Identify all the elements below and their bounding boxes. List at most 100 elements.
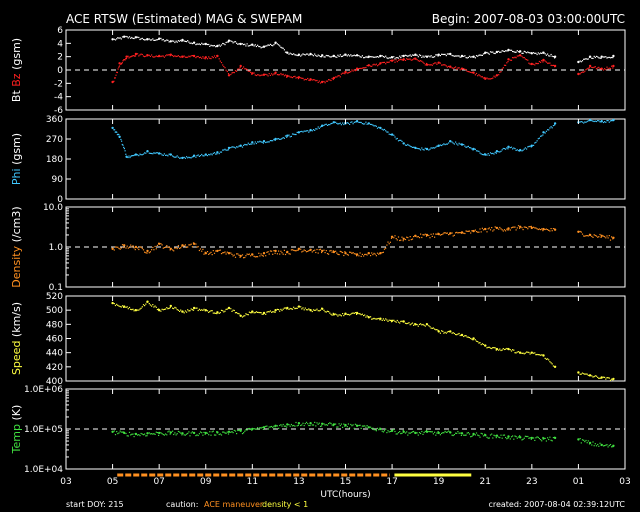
data-point — [274, 249, 277, 253]
data-dot — [544, 60, 546, 62]
data-dot — [347, 313, 349, 316]
data-dot — [592, 120, 594, 122]
data-dot — [386, 61, 388, 63]
data-point — [600, 67, 603, 70]
data-dot — [487, 437, 489, 439]
data-point — [192, 54, 196, 58]
data-dot — [551, 440, 553, 442]
data-dot — [371, 318, 373, 320]
data-dot — [435, 54, 437, 56]
data-dot — [311, 79, 313, 81]
data-point — [460, 231, 464, 234]
data-dot — [180, 309, 182, 311]
data-dot — [611, 378, 613, 380]
data-dot — [383, 430, 386, 432]
ylabel-phi: Phi (gsm) — [10, 133, 23, 185]
data-dot — [222, 42, 224, 45]
data-dot — [203, 155, 205, 157]
data-dot — [432, 147, 434, 149]
data-dot — [184, 434, 186, 436]
ytick-label: 0 — [57, 66, 63, 76]
ytick-label: 520 — [46, 292, 63, 302]
data-dot — [608, 235, 610, 237]
data-dot — [400, 239, 402, 241]
xtick-label: 15 — [340, 477, 351, 487]
data-dot — [203, 308, 205, 310]
data-dot — [385, 247, 387, 249]
data-dot — [474, 229, 476, 231]
data-dot — [363, 67, 365, 69]
data-dot — [288, 424, 290, 426]
data-dot — [488, 227, 490, 229]
data-point — [344, 70, 347, 74]
data-dot — [312, 55, 315, 57]
data-dot — [238, 254, 240, 256]
data-dot — [154, 433, 156, 435]
data-dot — [372, 318, 374, 320]
data-dot — [481, 433, 483, 435]
data-dot — [375, 318, 377, 320]
data-dot — [431, 431, 433, 433]
data-dot — [598, 120, 600, 122]
data-dot — [247, 428, 249, 430]
data-dot — [516, 149, 518, 151]
data-dot — [513, 226, 515, 228]
data-dot — [503, 229, 506, 231]
data-dot — [395, 238, 397, 240]
data-point — [216, 249, 219, 253]
data-dot — [424, 55, 426, 57]
data-dot — [294, 425, 296, 427]
data-point — [484, 434, 487, 437]
data-dot — [353, 427, 355, 429]
data-dot — [168, 307, 170, 309]
data-dot — [188, 310, 190, 312]
data-dot — [121, 62, 123, 65]
data-dot — [295, 133, 297, 136]
data-dot — [190, 432, 192, 434]
data-point — [588, 233, 592, 237]
data-dot — [114, 304, 117, 307]
data-dot — [409, 58, 411, 60]
data-dot — [501, 149, 503, 151]
data-dot — [259, 75, 261, 77]
data-dot — [336, 56, 338, 58]
data-dot — [352, 252, 354, 254]
data-dot — [444, 64, 446, 66]
data-dot — [547, 358, 549, 360]
data-dot — [201, 153, 203, 156]
data-dot — [121, 140, 123, 142]
data-dot — [395, 138, 397, 140]
data-dot — [366, 425, 368, 427]
data-point — [553, 436, 557, 440]
data-point — [530, 436, 533, 440]
data-dot — [350, 251, 352, 253]
data-dot — [153, 56, 155, 58]
data-point — [460, 54, 464, 58]
data-dot — [466, 230, 468, 232]
data-point — [414, 234, 417, 237]
data-dot — [343, 315, 345, 317]
data-dot — [163, 434, 165, 436]
data-dot — [293, 249, 295, 251]
data-dot — [480, 432, 482, 434]
data-dot — [351, 55, 353, 57]
data-dot — [113, 430, 115, 432]
data-dot — [510, 49, 513, 51]
data-dot — [432, 233, 434, 235]
data-dot — [269, 140, 271, 142]
data-dot — [526, 226, 528, 229]
data-point — [414, 431, 417, 435]
data-dot — [258, 141, 260, 143]
data-dot — [549, 62, 551, 64]
data-point — [251, 141, 254, 144]
data-point — [484, 51, 487, 54]
data-dot — [202, 155, 204, 157]
data-dot — [129, 56, 131, 58]
data-dot — [606, 66, 608, 68]
data-dot — [489, 51, 492, 53]
data-dot — [580, 61, 582, 63]
data-dot — [201, 250, 203, 252]
data-dot — [267, 428, 269, 430]
data-dot — [541, 52, 543, 54]
data-dot — [231, 310, 233, 312]
